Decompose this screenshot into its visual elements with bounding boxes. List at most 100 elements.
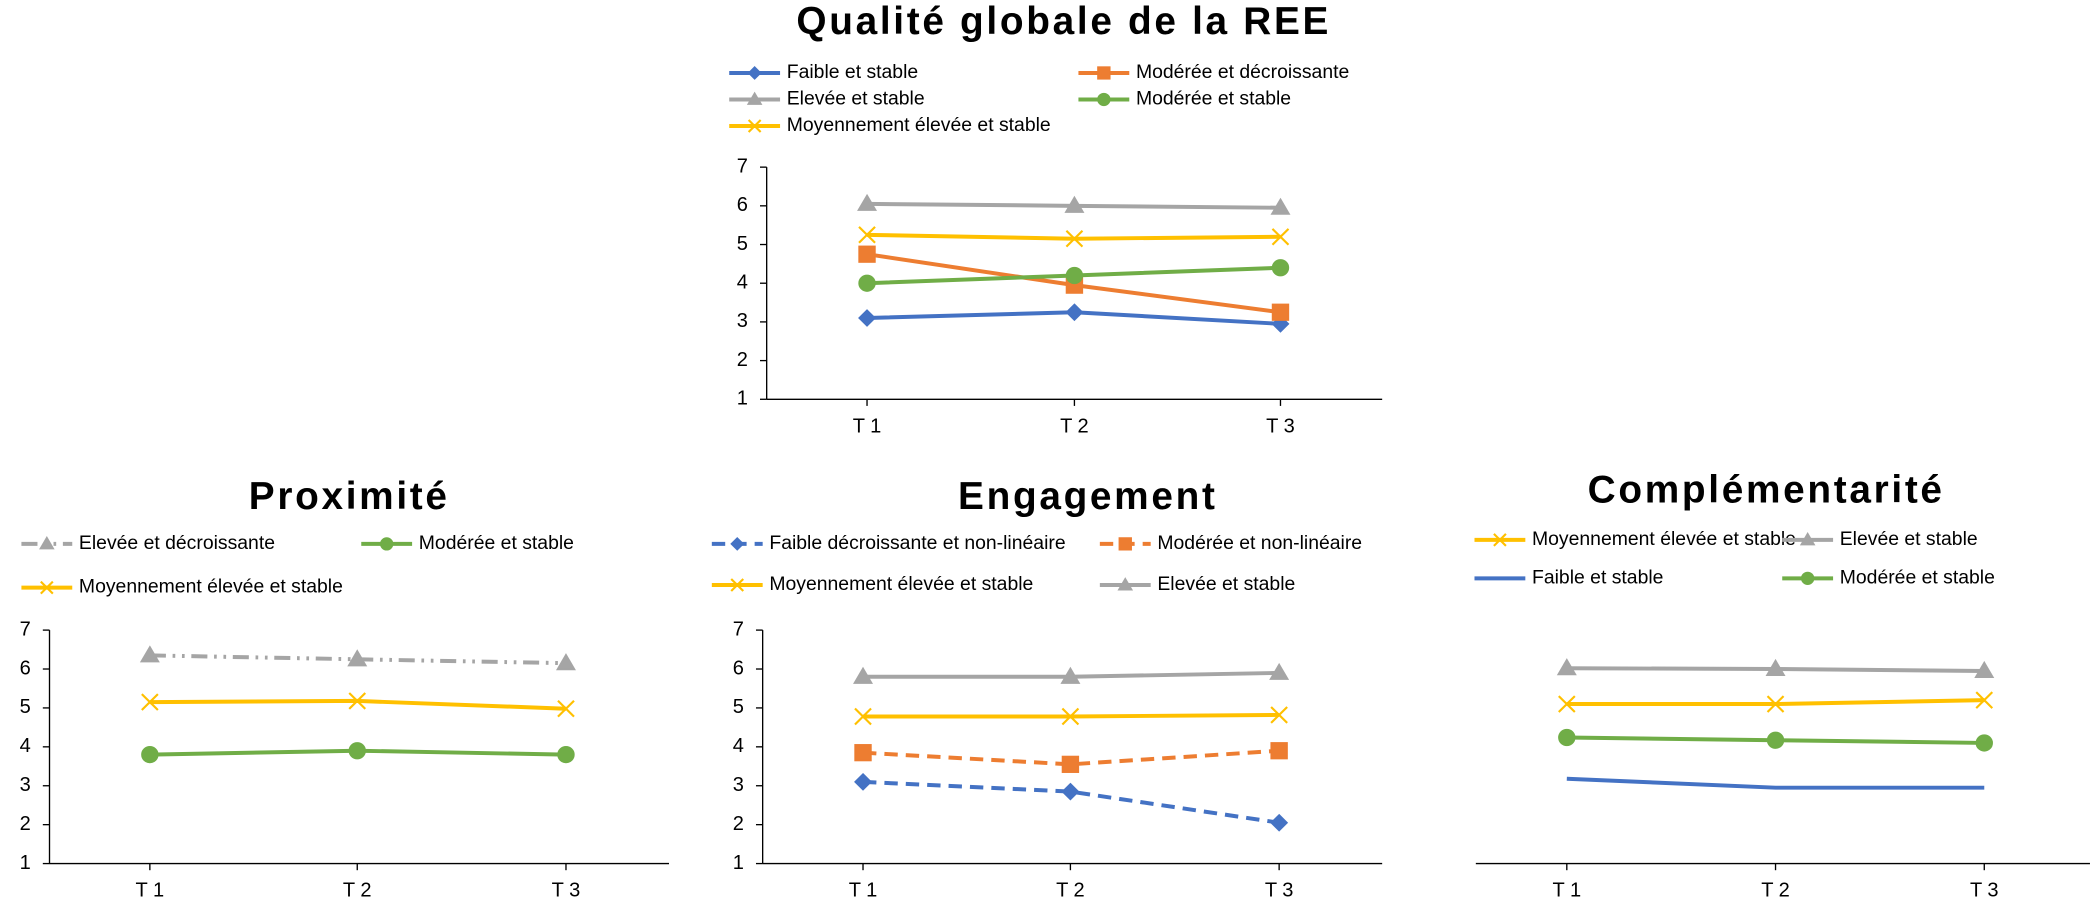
marker	[746, 91, 763, 105]
y-tick-label: 5	[733, 696, 744, 718]
marker	[730, 536, 745, 551]
y-tick-label: 6	[733, 657, 744, 679]
marker	[557, 699, 575, 718]
marker	[1061, 707, 1080, 726]
marker	[139, 645, 160, 663]
marker	[1271, 303, 1290, 321]
legend-label: Elevée et stable	[787, 89, 925, 110]
legend-label: Faible et stable	[1532, 568, 1663, 589]
y-tick-label: 7	[733, 618, 744, 640]
marker	[40, 580, 54, 595]
y-tick-label: 4	[737, 272, 748, 294]
marker	[854, 744, 872, 762]
marker	[1060, 666, 1081, 684]
marker	[1097, 92, 1111, 107]
marker	[1271, 228, 1290, 246]
marker	[348, 742, 366, 760]
x-tick-label: T 1	[849, 880, 878, 902]
marker	[1799, 532, 1816, 546]
marker	[858, 245, 876, 263]
marker	[1975, 691, 1994, 709]
marker	[1270, 197, 1291, 215]
y-tick-label: 3	[20, 774, 31, 796]
legend-label: Moyennement élevée et stable	[769, 574, 1033, 595]
y-tick-label: 2	[737, 349, 748, 371]
marker	[1269, 662, 1290, 680]
marker	[1974, 660, 1995, 678]
marker	[1097, 66, 1111, 80]
y-tick-label: 5	[20, 696, 31, 718]
y-tick-label: 7	[20, 618, 31, 640]
legend-label: Elevée et décroissante	[79, 533, 275, 554]
marker	[1765, 658, 1786, 677]
marker	[347, 649, 368, 667]
marker	[1271, 259, 1290, 277]
marker	[1493, 533, 1507, 547]
legend-label: Faible décroissante et non-linéaire	[769, 533, 1065, 554]
y-tick-label: 4	[733, 735, 744, 757]
marker	[747, 66, 762, 80]
marker	[1270, 742, 1288, 760]
marker	[1065, 266, 1084, 285]
x-tick-label: T 2	[1761, 880, 1790, 902]
legend-label: Moyennement élevée et stable	[787, 115, 1051, 136]
marker	[853, 666, 874, 684]
legend-label: Modérée et stable	[1136, 89, 1291, 110]
y-tick-label: 3	[737, 310, 748, 332]
y-tick-label: 4	[20, 735, 31, 757]
marker	[1558, 695, 1576, 713]
marker	[1061, 755, 1080, 773]
legend-label: Modérée et stable	[1840, 568, 1995, 589]
x-tick-label: T 3	[1266, 415, 1295, 437]
marker	[858, 309, 877, 327]
marker	[857, 193, 878, 211]
x-tick-label: T 2	[1056, 880, 1085, 902]
marker	[1556, 658, 1577, 676]
series-line	[862, 748, 1280, 767]
y-tick-label: 2	[20, 813, 31, 835]
chart-title: Qualité globale de la REE	[796, 0, 1331, 43]
legend-label: Moyennement élevée et stable	[79, 577, 343, 598]
marker	[1800, 571, 1815, 585]
legend-label: Elevée et stable	[1840, 529, 1978, 550]
marker	[1270, 813, 1289, 832]
legend-label: Moyennement élevée et stable	[1532, 529, 1796, 550]
marker	[555, 653, 576, 671]
marker	[39, 535, 55, 550]
y-tick-label: 1	[733, 852, 744, 874]
chart-title: Complémentarité	[1588, 468, 1945, 511]
marker	[1117, 577, 1134, 591]
x-tick-label: T 2	[1060, 415, 1089, 437]
x-tick-label: T 3	[552, 880, 581, 902]
y-tick-label: 3	[733, 774, 744, 796]
series-line	[862, 779, 1280, 825]
marker	[730, 578, 745, 592]
marker	[141, 745, 159, 764]
x-tick-label: T 1	[136, 880, 165, 902]
marker	[1558, 728, 1576, 747]
x-tick-label: T 3	[1970, 880, 1999, 902]
x-tick-label: T 1	[853, 415, 882, 437]
marker	[747, 119, 762, 133]
y-tick-label: 1	[737, 388, 748, 410]
legend-label: Faible et stable	[787, 62, 918, 83]
x-tick-label: T 2	[343, 880, 372, 902]
y-tick-label: 6	[737, 194, 748, 216]
marker	[1766, 731, 1785, 749]
marker	[379, 537, 394, 551]
marker	[1065, 230, 1084, 248]
legend-label: Elevée et stable	[1157, 574, 1295, 595]
marker	[348, 692, 367, 710]
chart-title: Proximité	[249, 475, 450, 518]
marker	[557, 745, 575, 764]
marker	[1061, 782, 1080, 801]
x-tick-label: T 3	[1265, 880, 1294, 902]
legend-label: Modérée et non-linéaire	[1157, 533, 1362, 554]
x-tick-label: T 1	[1552, 880, 1581, 902]
marker	[854, 772, 872, 791]
y-tick-label: 7	[737, 155, 748, 177]
series-line	[1566, 776, 1985, 790]
y-tick-label: 6	[20, 657, 31, 679]
chart-title: Engagement	[958, 475, 1218, 518]
